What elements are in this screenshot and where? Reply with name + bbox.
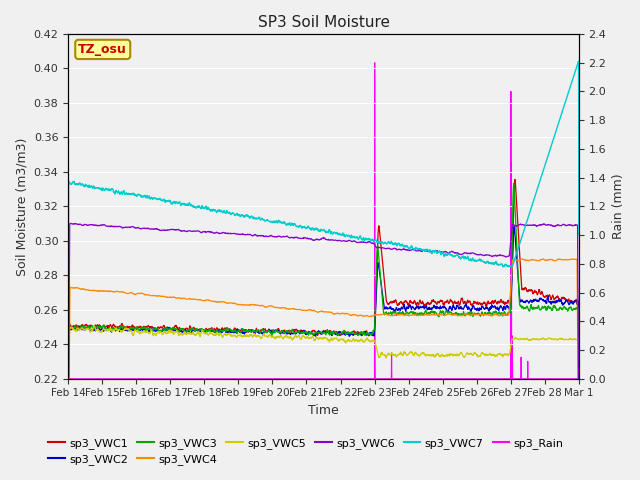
sp3_VWC6 xyxy=(575,444,582,450)
sp3_VWC3 xyxy=(575,456,582,461)
sp3_VWC6 xyxy=(91,222,99,228)
sp3_VWC2 xyxy=(561,300,568,305)
sp3_Rain xyxy=(561,376,568,382)
sp3_VWC7 xyxy=(312,227,320,232)
Y-axis label: Soil Moisture (m3/m3): Soil Moisture (m3/m3) xyxy=(15,137,28,276)
sp3_Rain xyxy=(64,376,72,382)
sp3_VWC4 xyxy=(299,307,307,313)
sp3_VWC1 xyxy=(561,295,568,301)
Line: sp3_VWC4: sp3_VWC4 xyxy=(68,259,579,480)
sp3_VWC1 xyxy=(312,330,320,336)
sp3_VWC2 xyxy=(510,224,518,229)
sp3_VWC6 xyxy=(561,222,568,228)
sp3_VWC1 xyxy=(560,295,568,300)
sp3_Rain xyxy=(371,60,379,66)
sp3_VWC2 xyxy=(312,331,320,337)
sp3_VWC5 xyxy=(561,337,568,343)
sp3_VWC3 xyxy=(560,304,568,310)
sp3_VWC1 xyxy=(511,177,519,182)
Line: sp3_VWC2: sp3_VWC2 xyxy=(68,227,579,480)
sp3_VWC5 xyxy=(313,335,321,341)
Line: sp3_Rain: sp3_Rain xyxy=(68,63,579,379)
sp3_VWC7 xyxy=(64,468,72,473)
sp3_Rain xyxy=(560,376,568,382)
sp3_VWC7 xyxy=(575,58,582,64)
sp3_VWC5 xyxy=(91,324,99,329)
sp3_VWC6 xyxy=(300,236,307,241)
sp3_VWC4 xyxy=(467,312,474,318)
sp3_VWC6 xyxy=(67,221,75,227)
Line: sp3_VWC6: sp3_VWC6 xyxy=(68,224,579,480)
sp3_Rain xyxy=(575,376,582,382)
sp3_VWC2 xyxy=(90,327,98,333)
sp3_VWC3 xyxy=(561,304,568,310)
sp3_VWC5 xyxy=(560,337,568,343)
sp3_VWC3 xyxy=(510,180,518,186)
sp3_VWC5 xyxy=(467,350,474,356)
sp3_Rain xyxy=(312,376,320,382)
sp3_VWC2 xyxy=(467,307,474,313)
sp3_VWC7 xyxy=(299,224,307,229)
Text: TZ_osu: TZ_osu xyxy=(78,43,127,56)
X-axis label: Time: Time xyxy=(308,404,339,417)
Line: sp3_VWC5: sp3_VWC5 xyxy=(68,326,579,480)
Line: sp3_VWC1: sp3_VWC1 xyxy=(68,180,579,480)
sp3_VWC3 xyxy=(299,330,307,336)
sp3_VWC6 xyxy=(313,237,321,242)
sp3_VWC1 xyxy=(90,324,98,330)
sp3_VWC7 xyxy=(560,104,568,110)
sp3_VWC7 xyxy=(560,103,568,109)
sp3_VWC3 xyxy=(312,330,320,336)
sp3_VWC3 xyxy=(467,311,474,317)
Y-axis label: Rain (mm): Rain (mm) xyxy=(612,174,625,239)
sp3_VWC4 xyxy=(568,256,576,262)
sp3_VWC7 xyxy=(575,232,582,238)
sp3_VWC7 xyxy=(467,256,474,262)
sp3_VWC1 xyxy=(467,300,474,306)
sp3_Rain xyxy=(90,376,98,382)
sp3_VWC2 xyxy=(575,450,582,456)
sp3_VWC5 xyxy=(300,334,307,339)
sp3_VWC6 xyxy=(467,251,474,257)
sp3_VWC2 xyxy=(299,329,307,335)
Line: sp3_VWC3: sp3_VWC3 xyxy=(68,183,579,480)
sp3_VWC1 xyxy=(299,329,307,335)
sp3_VWC7 xyxy=(90,184,98,190)
sp3_VWC4 xyxy=(312,309,320,314)
sp3_VWC4 xyxy=(560,257,568,263)
sp3_Rain xyxy=(299,376,307,382)
Title: SP3 Soil Moisture: SP3 Soil Moisture xyxy=(257,15,390,30)
sp3_VWC6 xyxy=(560,222,568,228)
Legend: sp3_VWC1, sp3_VWC2, sp3_VWC3, sp3_VWC4, sp3_VWC5, sp3_VWC6, sp3_VWC7, sp3_Rain: sp3_VWC1, sp3_VWC2, sp3_VWC3, sp3_VWC4, … xyxy=(44,433,568,469)
sp3_Rain xyxy=(467,376,474,382)
sp3_VWC1 xyxy=(575,451,582,456)
sp3_VWC4 xyxy=(90,288,98,293)
sp3_VWC5 xyxy=(90,323,98,329)
sp3_VWC2 xyxy=(560,301,568,307)
sp3_VWC3 xyxy=(90,326,98,332)
Line: sp3_VWC7: sp3_VWC7 xyxy=(68,61,579,470)
sp3_VWC4 xyxy=(560,257,568,263)
